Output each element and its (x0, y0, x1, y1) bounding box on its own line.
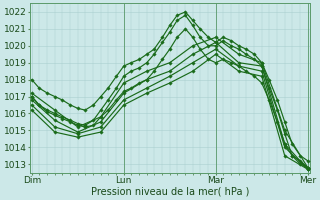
X-axis label: Pression niveau de la mer( hPa ): Pression niveau de la mer( hPa ) (91, 187, 249, 197)
